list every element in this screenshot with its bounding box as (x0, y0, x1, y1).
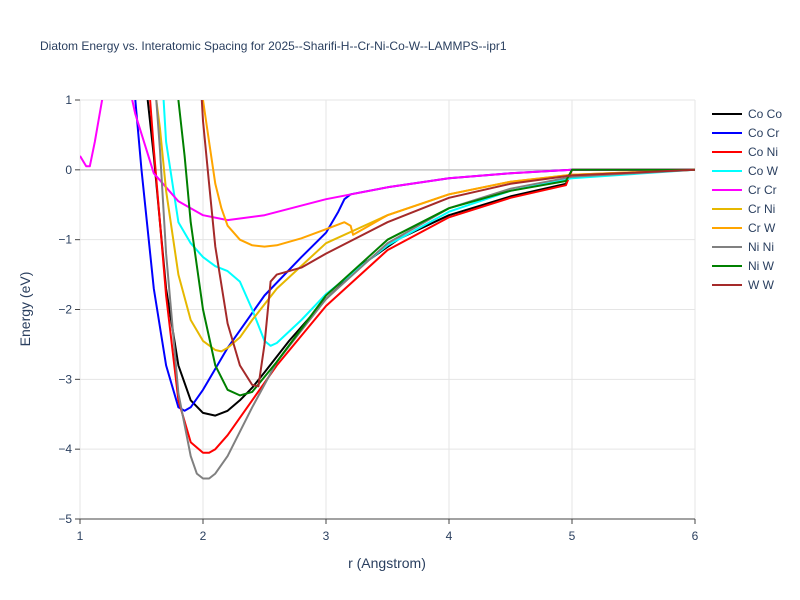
x-tick-label: 6 (692, 529, 699, 543)
legend-label: Cr Cr (748, 183, 777, 197)
x-axis-title: r (Angstrom) (348, 555, 426, 571)
legend-item[interactable]: Ni W (712, 259, 775, 273)
series-line-co-cr (134, 100, 695, 412)
legend: Co Co Co Cr Co Ni Co W Cr Cr Cr Ni Cr W Ni Ni Ni… (712, 107, 782, 292)
legend-label: Co W (748, 164, 779, 178)
x-tick-label: 2 (200, 529, 207, 543)
series-line-cr-w (202, 100, 695, 248)
legend-label: Cr W (748, 221, 776, 235)
legend-item[interactable]: Co Ni (712, 145, 778, 159)
legend-label: Cr Ni (748, 202, 775, 216)
y-axis-ticks: 1 0 −1 −2 −3 −4 −5 (58, 93, 80, 526)
x-tick-label: 5 (569, 529, 576, 543)
series-line-co-co (146, 100, 695, 417)
series-line-ni-w (177, 100, 695, 397)
y-tick-label: −4 (58, 442, 72, 456)
y-tick-label: −2 (58, 303, 72, 317)
legend-item[interactable]: Ni Ni (712, 240, 774, 254)
x-tick-label: 1 (77, 529, 84, 543)
series-line-w-w (200, 100, 695, 388)
legend-label: W W (748, 278, 775, 292)
x-axis-ticks: 1 2 3 4 5 6 (77, 519, 699, 543)
legend-item[interactable]: Cr Cr (712, 183, 777, 197)
y-axis-title: Energy (eV) (17, 272, 33, 347)
legend-label: Co Cr (748, 126, 779, 140)
chart-title: Diatom Energy vs. Interatomic Spacing fo… (40, 39, 507, 53)
legend-label: Co Co (748, 107, 782, 121)
y-tick-label: −3 (58, 372, 72, 386)
legend-label: Co Ni (748, 145, 778, 159)
legend-item[interactable]: Co Co (712, 107, 782, 121)
plot-area (80, 100, 695, 480)
legend-item[interactable]: Cr W (712, 221, 776, 235)
y-tick-label: −1 (58, 233, 72, 247)
series-line-co-w (162, 100, 695, 347)
y-tick-label: 1 (65, 93, 72, 107)
legend-label: Ni W (748, 259, 775, 273)
legend-item[interactable]: Co Cr (712, 126, 779, 140)
x-tick-label: 4 (446, 529, 453, 543)
series-line-co-ni (149, 100, 695, 454)
grid (79, 99, 696, 520)
legend-item[interactable]: W W (712, 278, 775, 292)
y-tick-label: 0 (65, 163, 72, 177)
y-tick-label: −5 (58, 512, 72, 526)
legend-item[interactable]: Co W (712, 164, 779, 178)
legend-item[interactable]: Cr Ni (712, 202, 775, 216)
legend-label: Ni Ni (748, 240, 774, 254)
series-line-cr-cr (80, 100, 695, 222)
x-tick-label: 3 (323, 529, 330, 543)
